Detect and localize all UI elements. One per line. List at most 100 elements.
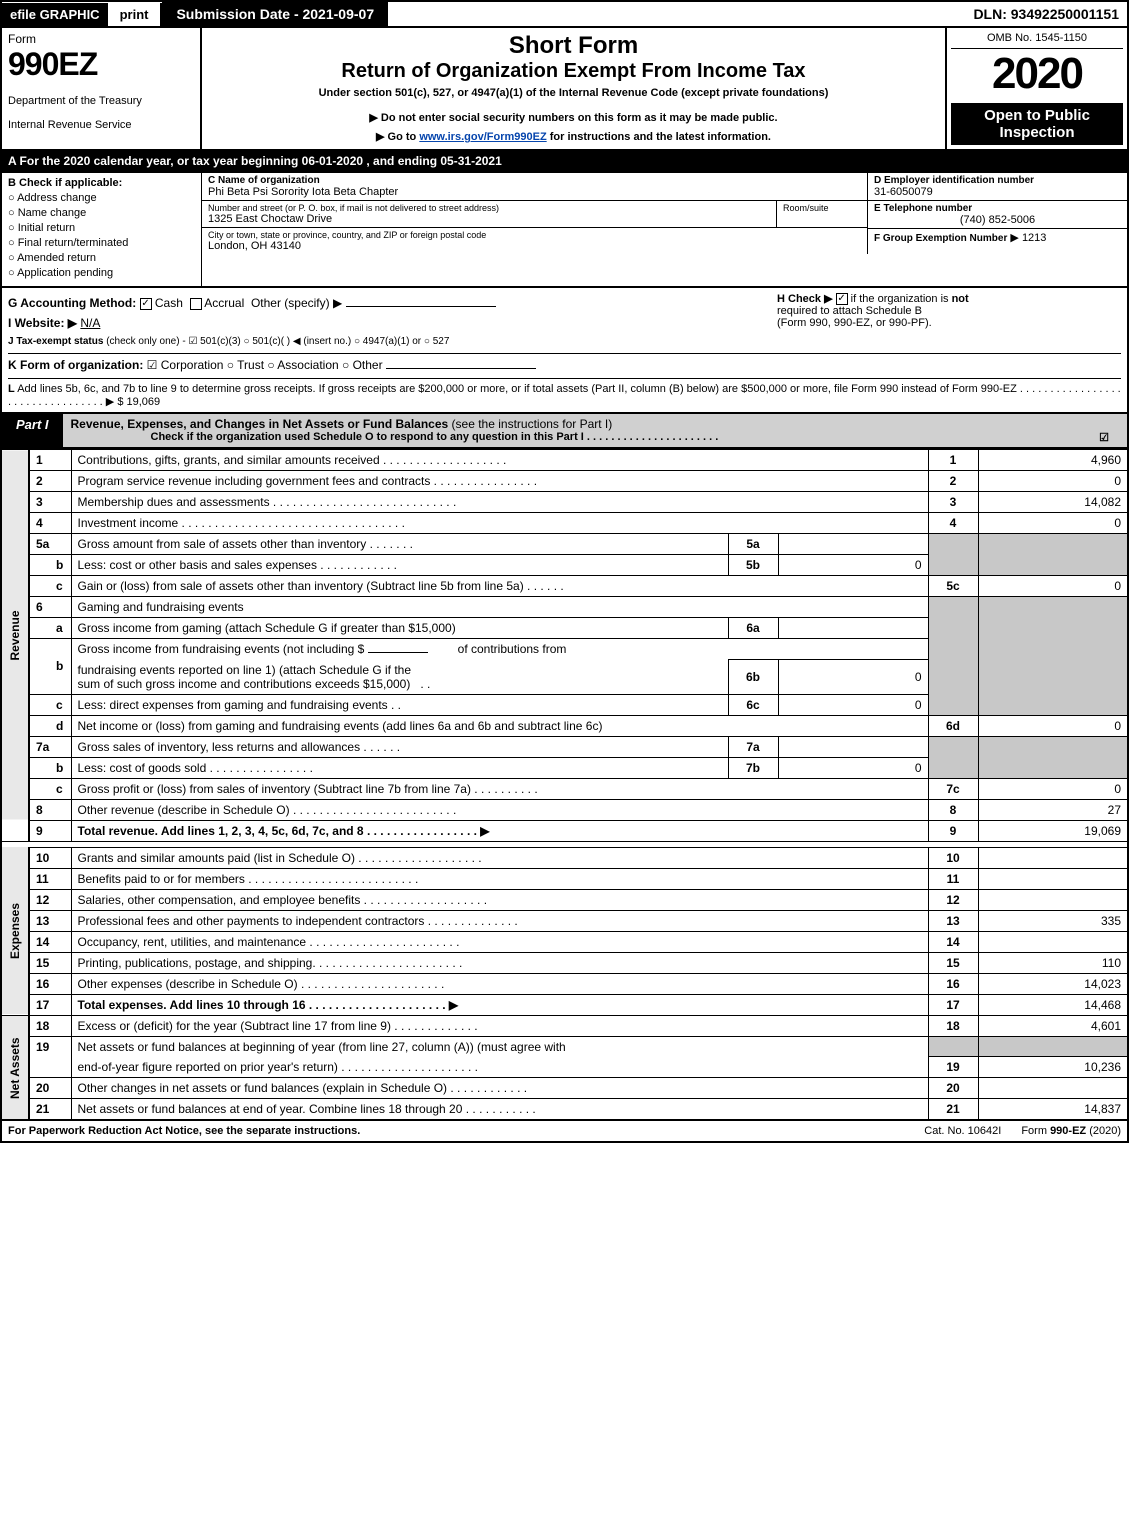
schedule-o-text: Check if the organization used Schedule … xyxy=(151,431,719,443)
info-block: B Check if applicable: Address change Na… xyxy=(0,173,1129,288)
line-9-side xyxy=(1,820,29,841)
checkbox-h[interactable] xyxy=(836,293,848,305)
line-5a-sub: 5a xyxy=(728,534,778,555)
checkbox-cash[interactable] xyxy=(140,298,152,310)
line-6b-shade xyxy=(928,639,978,660)
line-6a-shade2 xyxy=(978,618,1128,639)
line-21-val: 14,837 xyxy=(978,1099,1128,1121)
top-bar: efile GRAPHIC print Submission Date - 20… xyxy=(0,0,1129,28)
line-6b-shade3 xyxy=(928,660,978,695)
room-suite-label: Room/suite xyxy=(777,201,867,227)
line-5b-subval: 0 xyxy=(778,555,928,576)
calendar-year-bar: A For the 2020 calendar year, or tax yea… xyxy=(0,151,1129,173)
line-7c-linenum: 7c xyxy=(928,778,978,799)
section-c-label: C Name of organization xyxy=(208,175,861,186)
line-5a-num: 5a xyxy=(29,534,71,555)
line-6-desc: Gaming and fundraising events xyxy=(71,597,928,618)
line-6b-subval: 0 xyxy=(778,660,928,695)
line-12-num: 12 xyxy=(29,889,71,910)
city-value: London, OH 43140 xyxy=(208,240,861,252)
line-6b-sub: 6b xyxy=(728,660,778,695)
arrow-icon: ▶ xyxy=(1010,232,1018,244)
section-f-label: F Group Exemption Number xyxy=(874,233,1007,244)
h-text3: (Form 990, 990-EZ, or 990-PF). xyxy=(777,317,932,329)
line-15-linenum: 15 xyxy=(928,952,978,973)
footer-form-prefix: Form xyxy=(1021,1125,1050,1137)
line-16-linenum: 16 xyxy=(928,973,978,994)
line-17-val: 14,468 xyxy=(978,994,1128,1015)
line-2-val: 0 xyxy=(978,471,1128,492)
line-3-desc: Membership dues and assessments . . . . … xyxy=(71,492,928,513)
line-6b-shade2 xyxy=(978,639,1128,660)
checkbox-accrual[interactable] xyxy=(190,298,202,310)
dln: DLN: 93492250001151 xyxy=(965,2,1127,26)
part-1-tab: Part I xyxy=(2,414,63,447)
line-6d-num: d xyxy=(29,715,71,736)
line-4-linenum: 4 xyxy=(928,513,978,534)
line-7a-shade2 xyxy=(978,736,1128,757)
line-9-val: 19,069 xyxy=(978,820,1128,841)
line-19-linenum: 19 xyxy=(928,1057,978,1078)
tax-year: 2020 xyxy=(951,49,1123,99)
goto-link[interactable]: www.irs.gov/Form990EZ xyxy=(419,131,546,143)
line-20-desc: Other changes in net assets or fund bala… xyxy=(71,1078,928,1099)
line-12-desc: Salaries, other compensation, and employ… xyxy=(71,889,928,910)
line-19-desc1: Net assets or fund balances at beginning… xyxy=(71,1036,928,1057)
line-7b-num: b xyxy=(29,757,71,778)
line-6c-desc: Less: direct expenses from gaming and fu… xyxy=(71,694,728,715)
checkbox-final-return[interactable]: Final return/terminated xyxy=(8,237,195,249)
line-19-desc2: end-of-year figure reported on prior yea… xyxy=(71,1057,928,1078)
line-6b-shade4 xyxy=(978,660,1128,695)
section-c-address: Number and street (or P. O. box, if mail… xyxy=(202,201,777,227)
ein: 31-6050079 xyxy=(874,186,1121,198)
line-13-num: 13 xyxy=(29,910,71,931)
line-5b-shade xyxy=(928,555,978,576)
line-5b-shade2 xyxy=(978,555,1128,576)
line-17-num: 17 xyxy=(29,994,71,1015)
other-label: Other (specify) ▶ xyxy=(251,296,342,310)
efile-button[interactable]: efile GRAPHIC xyxy=(2,3,108,26)
form-word: Form xyxy=(8,32,194,46)
line-20-num: 20 xyxy=(29,1078,71,1099)
footer-cat: Cat. No. 10642I xyxy=(924,1125,1001,1137)
form-header: Form 990EZ Department of the Treasury In… xyxy=(0,28,1129,151)
line-19-num2 xyxy=(29,1057,71,1078)
section-l-label: L xyxy=(8,383,15,395)
line-6b-t1: Gross income from fundraising events (no… xyxy=(78,642,365,656)
line-6b-blank[interactable] xyxy=(368,652,428,653)
line-4-desc: Investment income . . . . . . . . . . . … xyxy=(71,513,928,534)
checkbox-address-change[interactable]: Address change xyxy=(8,192,195,204)
line-6d-val: 0 xyxy=(978,715,1128,736)
line-2-desc: Program service revenue including govern… xyxy=(71,471,928,492)
form-subtitle: Return of Organization Exempt From Incom… xyxy=(210,60,937,83)
line-6b-desc1: Gross income from fundraising events (no… xyxy=(71,639,928,660)
line-14-val xyxy=(978,931,1128,952)
line-3-num: 3 xyxy=(29,492,71,513)
line-7c-num: c xyxy=(29,778,71,799)
line-6a-shade xyxy=(928,618,978,639)
checkbox-initial-return[interactable]: Initial return xyxy=(8,222,195,234)
line-1-linenum: 1 xyxy=(928,450,978,471)
line-13-val: 335 xyxy=(978,910,1128,931)
line-6-num: 6 xyxy=(29,597,71,618)
line-15-num: 15 xyxy=(29,952,71,973)
line-7b-shade2 xyxy=(978,757,1128,778)
line-8-num: 8 xyxy=(29,799,71,820)
schedule-o-checkbox[interactable]: ☑ xyxy=(1099,431,1109,444)
other-org-input[interactable] xyxy=(386,368,536,369)
part-1-title: Revenue, Expenses, and Changes in Net As… xyxy=(63,414,1127,447)
section-k: K Form of organization: ☑ Corporation ○ … xyxy=(8,353,1121,372)
print-button[interactable]: print xyxy=(108,3,163,26)
section-g-label: G Accounting Method: xyxy=(8,296,136,310)
line-20-val xyxy=(978,1078,1128,1099)
line-11-val xyxy=(978,868,1128,889)
checkbox-amended-return[interactable]: Amended return xyxy=(8,252,195,264)
line-10-desc: Grants and similar amounts paid (list in… xyxy=(71,847,928,868)
other-specify-input[interactable] xyxy=(346,306,496,307)
checkbox-application-pending[interactable]: Application pending xyxy=(8,267,195,279)
checkbox-name-change[interactable]: Name change xyxy=(8,207,195,219)
line-5c-num: c xyxy=(29,576,71,597)
line-7c-desc: Gross profit or (loss) from sales of inv… xyxy=(71,778,928,799)
line-5a-desc: Gross amount from sale of assets other t… xyxy=(71,534,728,555)
line-21-desc: Net assets or fund balances at end of ye… xyxy=(71,1099,928,1121)
